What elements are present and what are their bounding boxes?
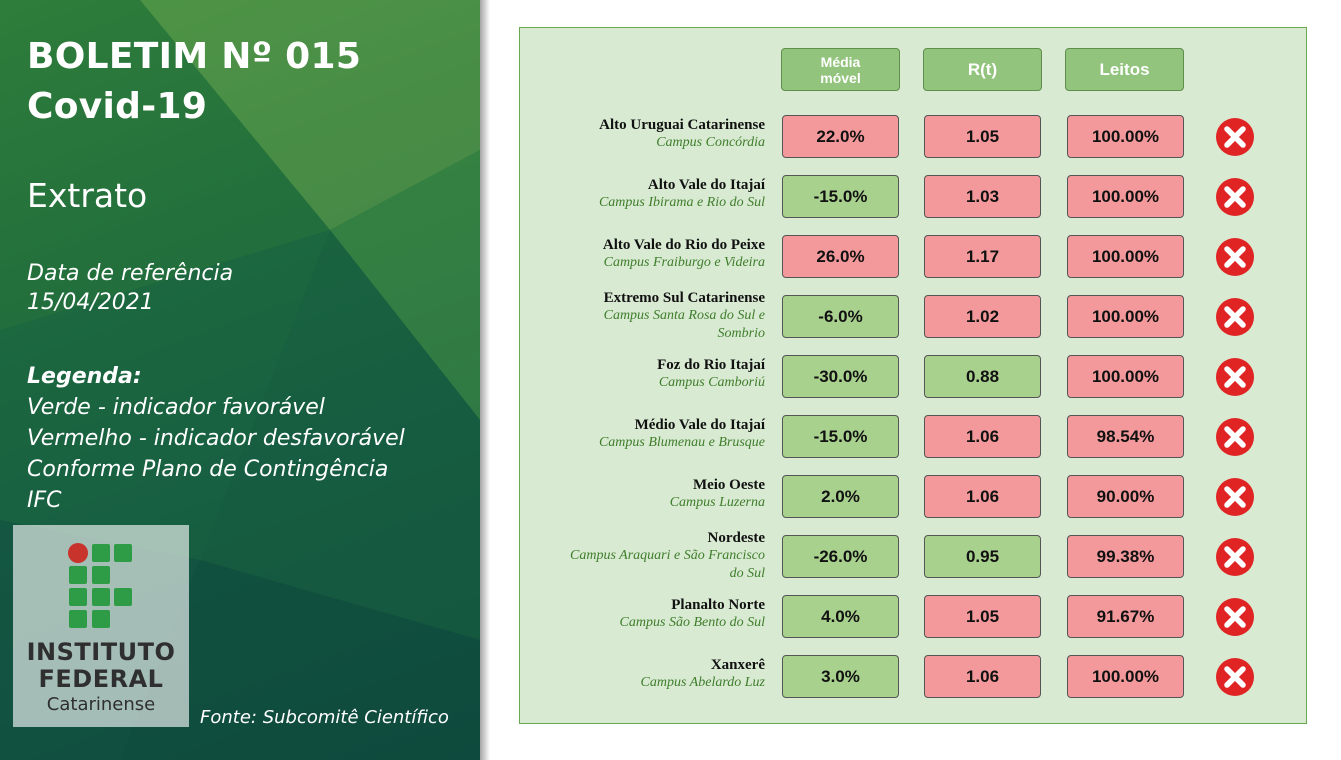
campus-name: Campus Araquari e São Francisco do Sul bbox=[570, 548, 765, 581]
region-name: Nordeste bbox=[707, 530, 765, 546]
region-name: Alto Uruguai Catarinense bbox=[599, 117, 765, 133]
rt-cell: 1.06 bbox=[924, 475, 1041, 518]
rt-cell: 1.06 bbox=[924, 655, 1041, 698]
panel-shadow bbox=[480, 0, 490, 760]
leitos-cell: 90.00% bbox=[1067, 475, 1184, 518]
reference-date: 15/04/2021 bbox=[27, 290, 154, 315]
column-header-leitos: Leitos bbox=[1065, 48, 1184, 91]
column-header-rt: R(t) bbox=[923, 48, 1042, 91]
x-circle-icon bbox=[1216, 298, 1254, 336]
leitos-cell: 91.67% bbox=[1067, 595, 1184, 638]
media-movel-cell: -6.0% bbox=[782, 295, 899, 338]
institution-logo: INSTITUTO FEDERAL Catarinense bbox=[13, 525, 189, 727]
x-circle-icon bbox=[1216, 118, 1254, 156]
media-movel-cell: -15.0% bbox=[782, 415, 899, 458]
logo-grid-icon bbox=[68, 543, 132, 628]
logo-text-line-1: INSTITUTO bbox=[26, 638, 176, 666]
region-name: Xanxerê bbox=[710, 657, 765, 673]
media-movel-cell: 22.0% bbox=[782, 115, 899, 158]
leitos-cell: 99.38% bbox=[1067, 535, 1184, 578]
x-circle-icon bbox=[1216, 238, 1254, 276]
media-movel-cell: -15.0% bbox=[782, 175, 899, 218]
campus-name: Campus Blumenau e Brusque bbox=[598, 435, 765, 450]
media-movel-cell: -30.0% bbox=[782, 355, 899, 398]
x-circle-icon bbox=[1216, 178, 1254, 216]
rt-cell: 1.05 bbox=[924, 595, 1041, 638]
legend-line: Vermelho - indicador desfavorável bbox=[27, 426, 405, 451]
campus-name: Campus Santa Rosa do Sul e Sombrio bbox=[603, 308, 765, 341]
x-circle-icon bbox=[1216, 418, 1254, 456]
indicator-table: Média móvel R(t) Leitos Alto Uruguai Cat… bbox=[519, 27, 1307, 724]
region-name: Alto Vale do Rio do Peixe bbox=[602, 237, 765, 253]
media-movel-cell: 3.0% bbox=[782, 655, 899, 698]
reference-date-block: Data de referência 15/04/2021 bbox=[27, 259, 233, 317]
campus-name: Campus Camboriú bbox=[658, 375, 765, 390]
x-circle-icon bbox=[1216, 598, 1254, 636]
reference-label: Data de referência bbox=[27, 261, 234, 286]
x-circle-icon bbox=[1216, 358, 1254, 396]
legend-line: Verde - indicador favorável bbox=[27, 395, 325, 420]
rt-cell: 0.95 bbox=[924, 535, 1041, 578]
region-name: Médio Vale do Itajaí bbox=[634, 417, 765, 433]
region-label: Foz do Rio Itajaí Campus Camboriú bbox=[520, 356, 765, 392]
media-movel-cell: 4.0% bbox=[782, 595, 899, 638]
rt-cell: 1.05 bbox=[924, 115, 1041, 158]
campus-name: Campus Luzerna bbox=[669, 495, 765, 510]
logo-text-line-3: Catarinense bbox=[46, 694, 156, 715]
rt-cell: 1.06 bbox=[924, 415, 1041, 458]
region-label: Médio Vale do Itajaí Campus Blumenau e Br… bbox=[520, 416, 765, 452]
campus-name: Campus Fraiburgo e Videira bbox=[603, 255, 765, 270]
title-line-2: Covid-19 bbox=[27, 86, 208, 127]
leitos-cell: 100.00% bbox=[1067, 295, 1184, 338]
leitos-cell: 100.00% bbox=[1067, 355, 1184, 398]
region-label: Planalto Norte Campus São Bento do Sul bbox=[520, 596, 765, 632]
campus-name: Campus Abelardo Luz bbox=[640, 675, 765, 690]
logo-text-line-2: FEDERAL bbox=[38, 665, 164, 693]
background-facets bbox=[0, 0, 480, 760]
source-note: Fonte: Subcomitê Científico bbox=[200, 707, 449, 728]
campus-name: Campus Ibirama e Rio do Sul bbox=[598, 195, 765, 210]
region-label: Alto Uruguai Catarinense Campus Concórdia bbox=[520, 116, 765, 152]
title-line-1: BOLETIM Nº 015 bbox=[27, 36, 362, 77]
region-label: Extremo Sul Catarinense Campus Santa Rosa… bbox=[520, 289, 765, 343]
region-name: Planalto Norte bbox=[671, 597, 765, 613]
legend: Legenda: Verde - indicador favorável Ver… bbox=[27, 361, 467, 516]
legend-line: Conforme Plano de Contingência bbox=[27, 457, 389, 482]
campus-name: Campus São Bento do Sul bbox=[619, 615, 765, 630]
x-circle-icon bbox=[1216, 478, 1254, 516]
region-name: Meio Oeste bbox=[692, 477, 765, 493]
media-movel-cell: 26.0% bbox=[782, 235, 899, 278]
rt-cell: 0.88 bbox=[924, 355, 1041, 398]
rt-cell: 1.02 bbox=[924, 295, 1041, 338]
x-circle-icon bbox=[1216, 658, 1254, 696]
region-label: Xanxerê Campus Abelardo Luz bbox=[520, 656, 765, 692]
leitos-cell: 100.00% bbox=[1067, 175, 1184, 218]
x-circle-icon bbox=[1216, 538, 1254, 576]
region-name: Extremo Sul Catarinense bbox=[603, 290, 765, 306]
leitos-cell: 100.00% bbox=[1067, 115, 1184, 158]
region-name: Foz do Rio Itajaí bbox=[657, 357, 765, 373]
region-label: Meio Oeste Campus Luzerna bbox=[520, 476, 765, 512]
page-subtitle: Extrato bbox=[27, 176, 148, 215]
leitos-cell: 100.00% bbox=[1067, 235, 1184, 278]
region-label: Nordeste Campus Araquari e São Francisco … bbox=[520, 529, 765, 583]
leitos-cell: 98.54% bbox=[1067, 415, 1184, 458]
rt-cell: 1.17 bbox=[924, 235, 1041, 278]
campus-name: Campus Concórdia bbox=[656, 135, 765, 150]
rt-cell: 1.03 bbox=[924, 175, 1041, 218]
region-label: Alto Vale do Rio do Peixe Campus Fraiburg… bbox=[520, 236, 765, 272]
page-title: BOLETIM Nº 015 Covid-19 bbox=[27, 32, 467, 132]
legend-title: Legenda: bbox=[27, 364, 142, 389]
legend-line: IFC bbox=[27, 488, 62, 513]
media-movel-cell: -26.0% bbox=[782, 535, 899, 578]
region-label: Alto Vale do Itajaí Campus Ibirama e Rio … bbox=[520, 176, 765, 212]
column-header-media-movel: Média móvel bbox=[781, 48, 900, 91]
region-name: Alto Vale do Itajaí bbox=[647, 177, 765, 193]
leitos-cell: 100.00% bbox=[1067, 655, 1184, 698]
cover-panel: BOLETIM Nº 015 Covid-19 Extrato Data de … bbox=[0, 0, 480, 760]
media-movel-cell: 2.0% bbox=[782, 475, 899, 518]
